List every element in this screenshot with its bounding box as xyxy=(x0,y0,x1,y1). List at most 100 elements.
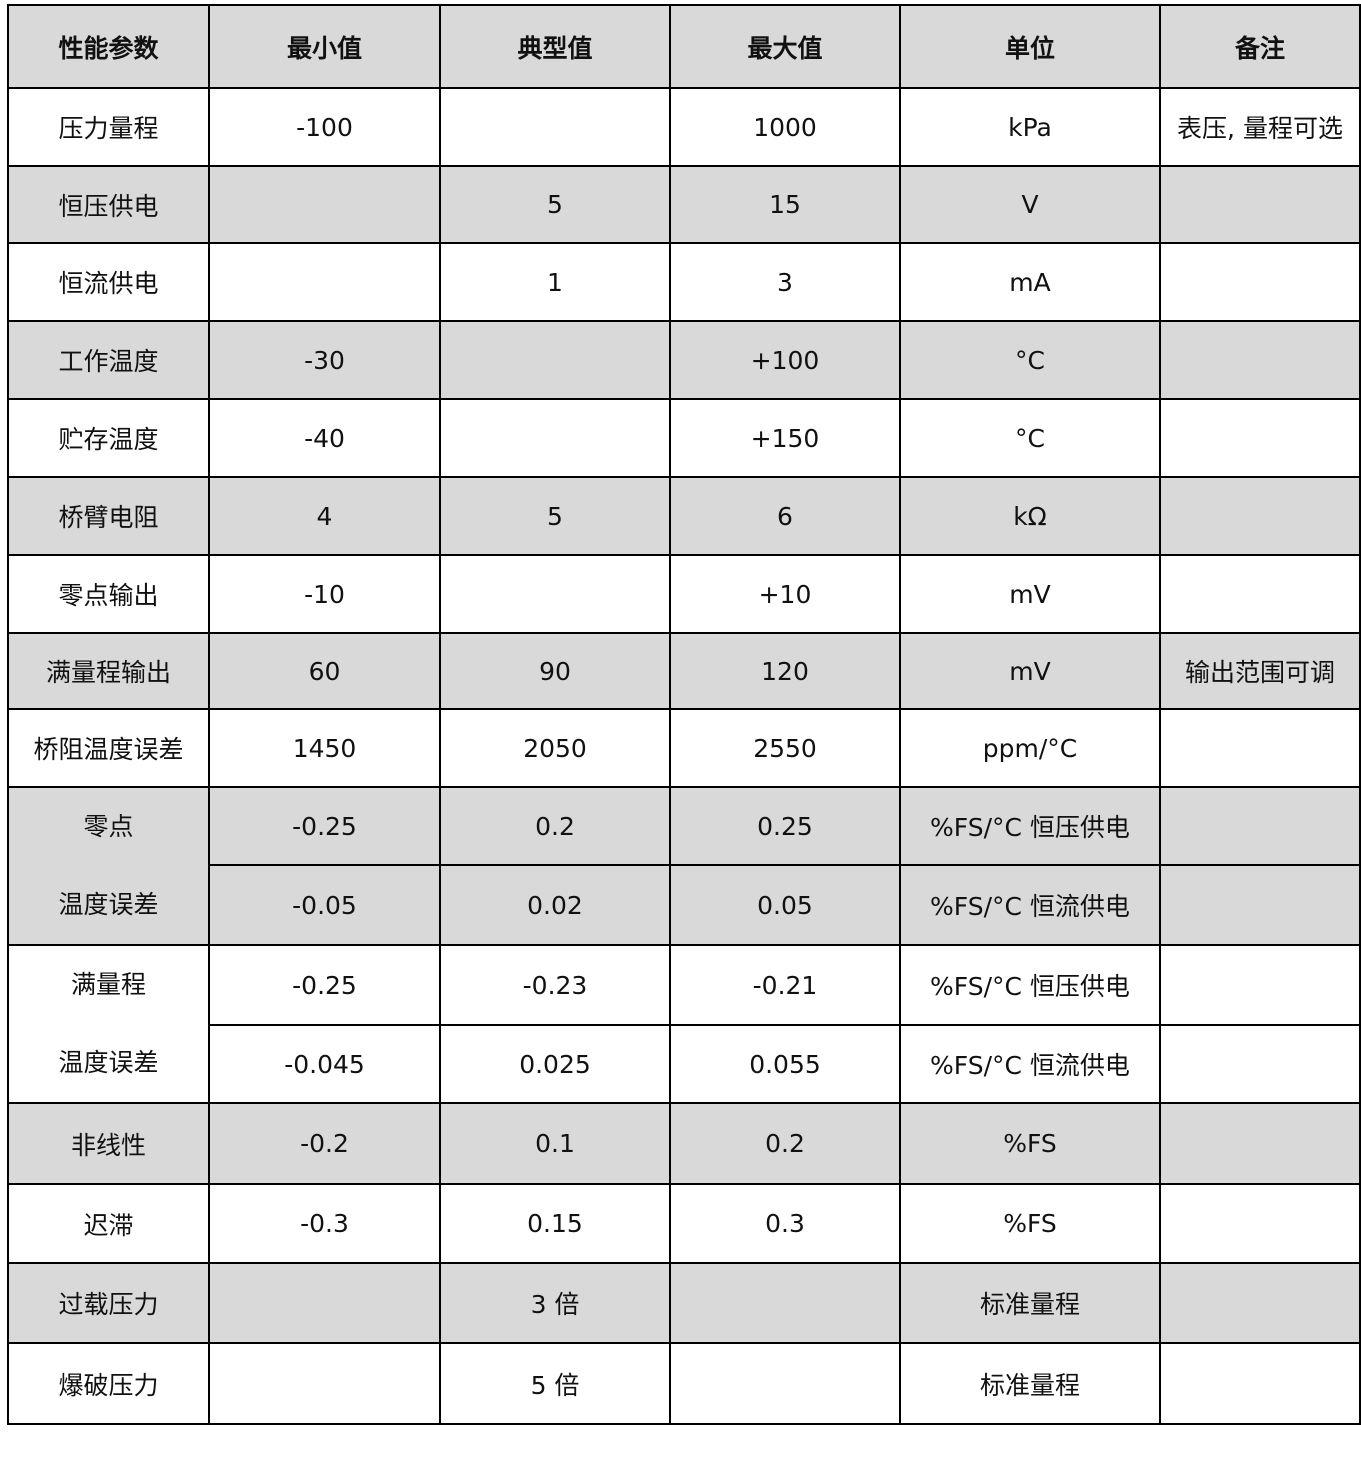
unit-cell: mV xyxy=(899,554,1161,634)
min-cell: -0.25 xyxy=(208,944,441,1026)
min-cell: -0.05 xyxy=(208,864,441,946)
typ-cell xyxy=(439,87,671,167)
min-cell xyxy=(208,1342,441,1425)
param-cell: 贮存温度 xyxy=(7,398,210,478)
header-min: 最小值 xyxy=(208,4,441,89)
min-cell xyxy=(208,165,441,244)
param-cell: 桥臂电阻 xyxy=(7,476,210,556)
unit-cell: 标准量程 xyxy=(899,1262,1161,1344)
header-unit: 单位 xyxy=(899,4,1161,89)
min-cell: -30 xyxy=(208,320,441,400)
unit-cell: °C xyxy=(899,320,1161,400)
param-cell: 零点 温度误差 xyxy=(7,786,210,946)
table-row: 恒压供电 5 15 V xyxy=(7,165,1361,244)
table-row: 满量程输出 60 90 120 mV 输出范围可调 xyxy=(7,632,1361,710)
param-cell: 恒流供电 xyxy=(7,242,210,322)
typ-cell: -0.23 xyxy=(439,944,671,1026)
param-cell: 工作温度 xyxy=(7,320,210,400)
max-cell: 120 xyxy=(669,632,901,710)
header-max: 最大值 xyxy=(669,4,901,89)
max-cell: +10 xyxy=(669,554,901,634)
note-cell: 表压, 量程可选 xyxy=(1159,87,1361,167)
table-row: -0.05 0.02 0.05 %FS/°C 恒流供电 xyxy=(8,864,1361,946)
unit-cell: V xyxy=(899,165,1161,244)
typ-cell: 5 xyxy=(439,165,671,244)
note-cell xyxy=(1159,1102,1361,1185)
typ-cell xyxy=(439,320,671,400)
typ-cell: 2050 xyxy=(439,708,671,788)
table-row: 桥臂电阻 4 5 6 kΩ xyxy=(7,476,1361,556)
table-row: 非线性 -0.2 0.1 0.2 %FS xyxy=(7,1102,1361,1185)
typ-cell xyxy=(439,398,671,478)
note-cell xyxy=(1159,1183,1361,1264)
min-cell: -0.25 xyxy=(208,785,441,867)
min-cell xyxy=(208,242,441,322)
header-row: 性能参数 最小值 典型值 最大值 单位 备注 xyxy=(7,4,1361,89)
note-cell xyxy=(1159,165,1361,244)
min-cell: -0.2 xyxy=(208,1102,441,1185)
max-cell: 6 xyxy=(669,476,901,556)
min-cell xyxy=(208,1262,441,1344)
unit-cell: %FS/°C 恒压供电 xyxy=(899,944,1161,1026)
max-cell: 2550 xyxy=(669,708,901,788)
min-cell: -100 xyxy=(208,87,441,167)
max-cell xyxy=(669,1262,901,1344)
typ-cell xyxy=(439,554,671,634)
param-cell: 迟滞 xyxy=(7,1183,210,1264)
param-line: 满量程 xyxy=(70,970,146,999)
unit-cell: 标准量程 xyxy=(899,1342,1161,1425)
note-cell xyxy=(1159,320,1361,400)
header-param: 性能参数 xyxy=(7,4,210,89)
spec-table: 性能参数 最小值 典型值 最大值 单位 备注 压力量程 -100 1000 kPa 表压… xyxy=(7,4,1361,1425)
unit-cell: %FS xyxy=(899,1102,1161,1185)
max-cell: 0.05 xyxy=(669,864,901,946)
note-cell xyxy=(1159,864,1361,946)
typ-cell: 0.1 xyxy=(439,1102,671,1185)
unit-cell: kPa xyxy=(899,87,1161,167)
table-row: 零点 温度误差 -0.25 0.2 0.25 %FS/°C 恒压供电 xyxy=(7,785,1361,946)
min-cell: 1450 xyxy=(208,708,441,788)
param-cell: 桥阻温度误差 xyxy=(7,708,210,788)
note-cell xyxy=(1159,554,1361,634)
param-line: 零点 xyxy=(83,812,134,841)
note-cell xyxy=(1159,1024,1361,1104)
max-cell: 0.2 xyxy=(669,1102,901,1185)
param-cell: 零点输出 xyxy=(7,554,210,634)
max-cell: -0.21 xyxy=(669,944,901,1026)
unit-cell: kΩ xyxy=(899,476,1161,556)
min-cell: 4 xyxy=(208,476,441,556)
table-row: 爆破压力 5 倍 标准量程 xyxy=(7,1342,1361,1425)
param-line: 温度误差 xyxy=(58,1048,159,1077)
param-line: 温度误差 xyxy=(58,890,159,919)
table-row: -0.045 0.025 0.055 %FS/°C 恒流供电 xyxy=(8,1024,1361,1104)
min-cell: -0.3 xyxy=(208,1183,441,1264)
typ-cell: 3 倍 xyxy=(439,1262,671,1344)
param-cell: 过载压力 xyxy=(7,1262,210,1344)
typ-cell: 0.2 xyxy=(439,785,671,867)
param-cell: 满量程 温度误差 xyxy=(7,944,210,1104)
max-cell: 0.25 xyxy=(669,785,901,867)
note-cell xyxy=(1159,944,1361,1026)
max-cell: +100 xyxy=(669,320,901,400)
header-typ: 典型值 xyxy=(439,4,671,89)
table-row: 桥阻温度误差 1450 2050 2550 ppm/°C xyxy=(7,708,1361,788)
typ-cell: 1 xyxy=(439,242,671,322)
max-cell: 3 xyxy=(669,242,901,322)
min-cell: -40 xyxy=(208,398,441,478)
max-cell: 15 xyxy=(669,165,901,244)
note-cell xyxy=(1159,708,1361,788)
max-cell xyxy=(669,1342,901,1425)
param-cell: 恒压供电 xyxy=(7,165,210,244)
table-row: 贮存温度 -40 +150 °C xyxy=(7,398,1361,478)
table-row: 满量程 温度误差 -0.25 -0.23 -0.21 %FS/°C 恒压供电 xyxy=(7,944,1361,1104)
typ-cell: 0.15 xyxy=(439,1183,671,1264)
note-cell: 输出范围可调 xyxy=(1159,632,1361,710)
unit-cell: ppm/°C xyxy=(899,708,1161,788)
param-cell: 爆破压力 xyxy=(7,1342,210,1425)
min-cell: -0.045 xyxy=(208,1024,441,1104)
typ-cell: 5 倍 xyxy=(439,1342,671,1425)
unit-cell: mV xyxy=(899,632,1161,710)
table-row: 过载压力 3 倍 标准量程 xyxy=(7,1262,1361,1344)
max-cell: 1000 xyxy=(669,87,901,167)
unit-cell: °C xyxy=(899,398,1161,478)
